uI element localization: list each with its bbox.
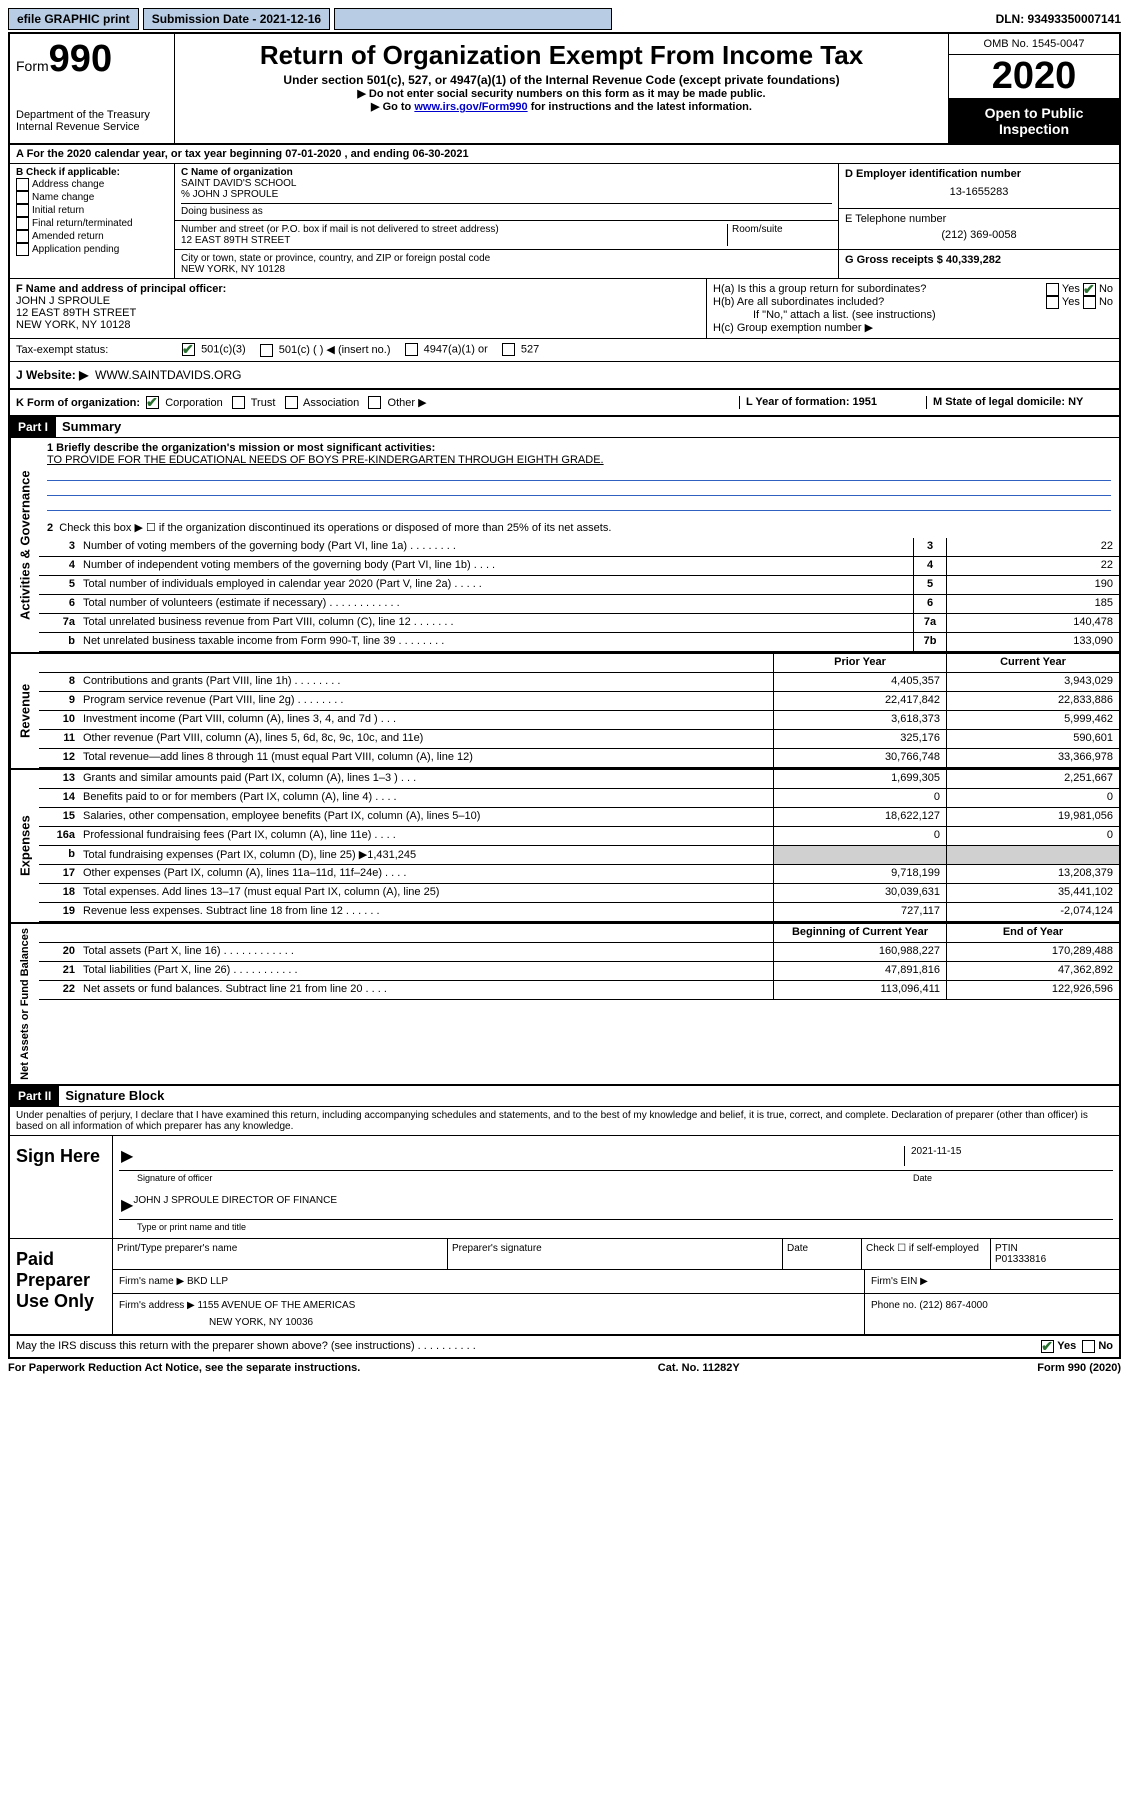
app-checkbox[interactable] — [16, 243, 29, 256]
sign-here-label: Sign Here — [10, 1136, 113, 1238]
governance-section: Activities & Governance 1 Briefly descri… — [10, 438, 1119, 654]
revenue-section: Revenue Prior YearCurrent Year 8Contribu… — [10, 654, 1119, 770]
open-public: Open to Public Inspection — [949, 99, 1119, 143]
irs-link[interactable]: www.irs.gov/Form990 — [414, 101, 527, 113]
table-row: 21Total liabilities (Part X, line 26) . … — [39, 962, 1119, 981]
table-row: 17Other expenses (Part IX, column (A), l… — [39, 865, 1119, 884]
dln-label: DLN: 93493350007141 — [996, 12, 1121, 26]
ha-yes[interactable] — [1046, 283, 1059, 296]
paid-prep-label: Paid Preparer Use Only — [10, 1239, 113, 1334]
amended-checkbox[interactable] — [16, 230, 29, 243]
col-b: B Check if applicable: Address change Na… — [10, 164, 175, 278]
assoc-checkbox[interactable] — [285, 396, 298, 409]
row-tax: Tax-exempt status: 501(c)(3) 501(c) ( ) … — [10, 339, 1119, 362]
trust-checkbox[interactable] — [232, 396, 245, 409]
table-row: 6Total number of volunteers (estimate if… — [39, 595, 1119, 614]
note2: ▶ Go to www.irs.gov/Form990 for instruct… — [183, 100, 940, 113]
row-a: A For the 2020 calendar year, or tax yea… — [10, 145, 1119, 164]
table-row: 22Net assets or fund balances. Subtract … — [39, 981, 1119, 1000]
side-expenses: Expenses — [10, 770, 39, 922]
paid-preparer-section: Paid Preparer Use Only Print/Type prepar… — [10, 1239, 1119, 1335]
table-row: 20Total assets (Part X, line 16) . . . .… — [39, 943, 1119, 962]
header-right: OMB No. 1545-0047 2020 Open to Public In… — [948, 34, 1119, 143]
table-row: bNet unrelated business taxable income f… — [39, 633, 1119, 652]
table-row: 5Total number of individuals employed in… — [39, 576, 1119, 595]
col-f: F Name and address of principal officer:… — [10, 279, 707, 338]
side-revenue: Revenue — [10, 654, 39, 768]
addr-checkbox[interactable] — [16, 178, 29, 191]
table-row: 11Other revenue (Part VIII, column (A), … — [39, 730, 1119, 749]
top-bar: efile GRAPHIC print Submission Date - 20… — [8, 8, 1121, 30]
hb-yes[interactable] — [1046, 296, 1059, 309]
blank-button[interactable] — [334, 8, 612, 30]
submission-button[interactable]: Submission Date - 2021-12-16 — [143, 8, 330, 30]
table-row: 14Benefits paid to or for members (Part … — [39, 789, 1119, 808]
section-bcd: B Check if applicable: Address change Na… — [10, 164, 1119, 279]
row-j: J Website: ▶ WWW.SAINTDAVIDS.ORG — [10, 362, 1119, 390]
omb: OMB No. 1545-0047 — [949, 34, 1119, 55]
efile-button[interactable]: efile GRAPHIC print — [8, 8, 139, 30]
expenses-section: Expenses 13Grants and similar amounts pa… — [10, 770, 1119, 924]
dept-label: Department of the Treasury — [16, 109, 168, 121]
table-row: 4Number of independent voting members of… — [39, 557, 1119, 576]
a1-checkbox[interactable] — [405, 343, 418, 356]
table-row: 3Number of voting members of the governi… — [39, 538, 1119, 557]
form-title: Return of Organization Exempt From Incom… — [183, 40, 940, 71]
name-checkbox[interactable] — [16, 191, 29, 204]
other-checkbox[interactable] — [368, 396, 381, 409]
table-row: 10Investment income (Part VIII, column (… — [39, 711, 1119, 730]
may-discuss-row: May the IRS discuss this return with the… — [10, 1335, 1119, 1357]
subtitle: Under section 501(c), 527, or 4947(a)(1)… — [183, 73, 940, 87]
part2-header: Part IISignature Block — [10, 1086, 1119, 1107]
final-checkbox[interactable] — [16, 217, 29, 230]
table-row: 18Total expenses. Add lines 13–17 (must … — [39, 884, 1119, 903]
hb-no[interactable] — [1083, 296, 1096, 309]
initial-checkbox[interactable] — [16, 204, 29, 217]
table-row: 13Grants and similar amounts paid (Part … — [39, 770, 1119, 789]
header-left: Form990 Department of the Treasury Inter… — [10, 34, 175, 143]
corp-checkbox[interactable] — [146, 396, 159, 409]
table-row: bTotal fundraising expenses (Part IX, co… — [39, 846, 1119, 865]
side-netassets: Net Assets or Fund Balances — [10, 924, 39, 1084]
row-k: K Form of organization: Corporation Trus… — [10, 390, 1119, 418]
header-mid: Return of Organization Exempt From Incom… — [175, 34, 948, 143]
table-row: 9Program service revenue (Part VIII, lin… — [39, 692, 1119, 711]
table-row: 8Contributions and grants (Part VIII, li… — [39, 673, 1119, 692]
col-c: C Name of organizationSAINT DAVID'S SCHO… — [175, 164, 838, 278]
netassets-section: Net Assets or Fund Balances Beginning of… — [10, 924, 1119, 1086]
side-governance: Activities & Governance — [10, 438, 39, 652]
irs-label: Internal Revenue Service — [16, 121, 168, 133]
table-row: 16aProfessional fundraising fees (Part I… — [39, 827, 1119, 846]
year: 2020 — [949, 55, 1119, 99]
col-h: H(a) Is this a group return for subordin… — [707, 279, 1119, 338]
527-checkbox[interactable] — [502, 343, 515, 356]
c3-checkbox[interactable] — [182, 343, 195, 356]
ha-no[interactable] — [1083, 283, 1096, 296]
footer-row: For Paperwork Reduction Act Notice, see … — [8, 1359, 1121, 1377]
table-row: 7aTotal unrelated business revenue from … — [39, 614, 1119, 633]
note1: ▶ Do not enter social security numbers o… — [183, 87, 940, 100]
col-d: D Employer identification number13-16552… — [838, 164, 1119, 278]
form-container: Form990 Department of the Treasury Inter… — [8, 32, 1121, 1359]
table-row: 12Total revenue—add lines 8 through 11 (… — [39, 749, 1119, 768]
table-row: 19Revenue less expenses. Subtract line 1… — [39, 903, 1119, 922]
row-fgh: F Name and address of principal officer:… — [10, 279, 1119, 339]
discuss-no[interactable] — [1082, 1340, 1095, 1353]
part1-header: Part ISummary — [10, 417, 1119, 438]
header-row: Form990 Department of the Treasury Inter… — [10, 34, 1119, 145]
table-row: 15Salaries, other compensation, employee… — [39, 808, 1119, 827]
c-checkbox[interactable] — [260, 344, 273, 357]
discuss-yes[interactable] — [1041, 1340, 1054, 1353]
sign-here-section: Sign Here ▶2021-11-15 Signature of offic… — [10, 1136, 1119, 1239]
declaration: Under penalties of perjury, I declare th… — [10, 1107, 1119, 1136]
